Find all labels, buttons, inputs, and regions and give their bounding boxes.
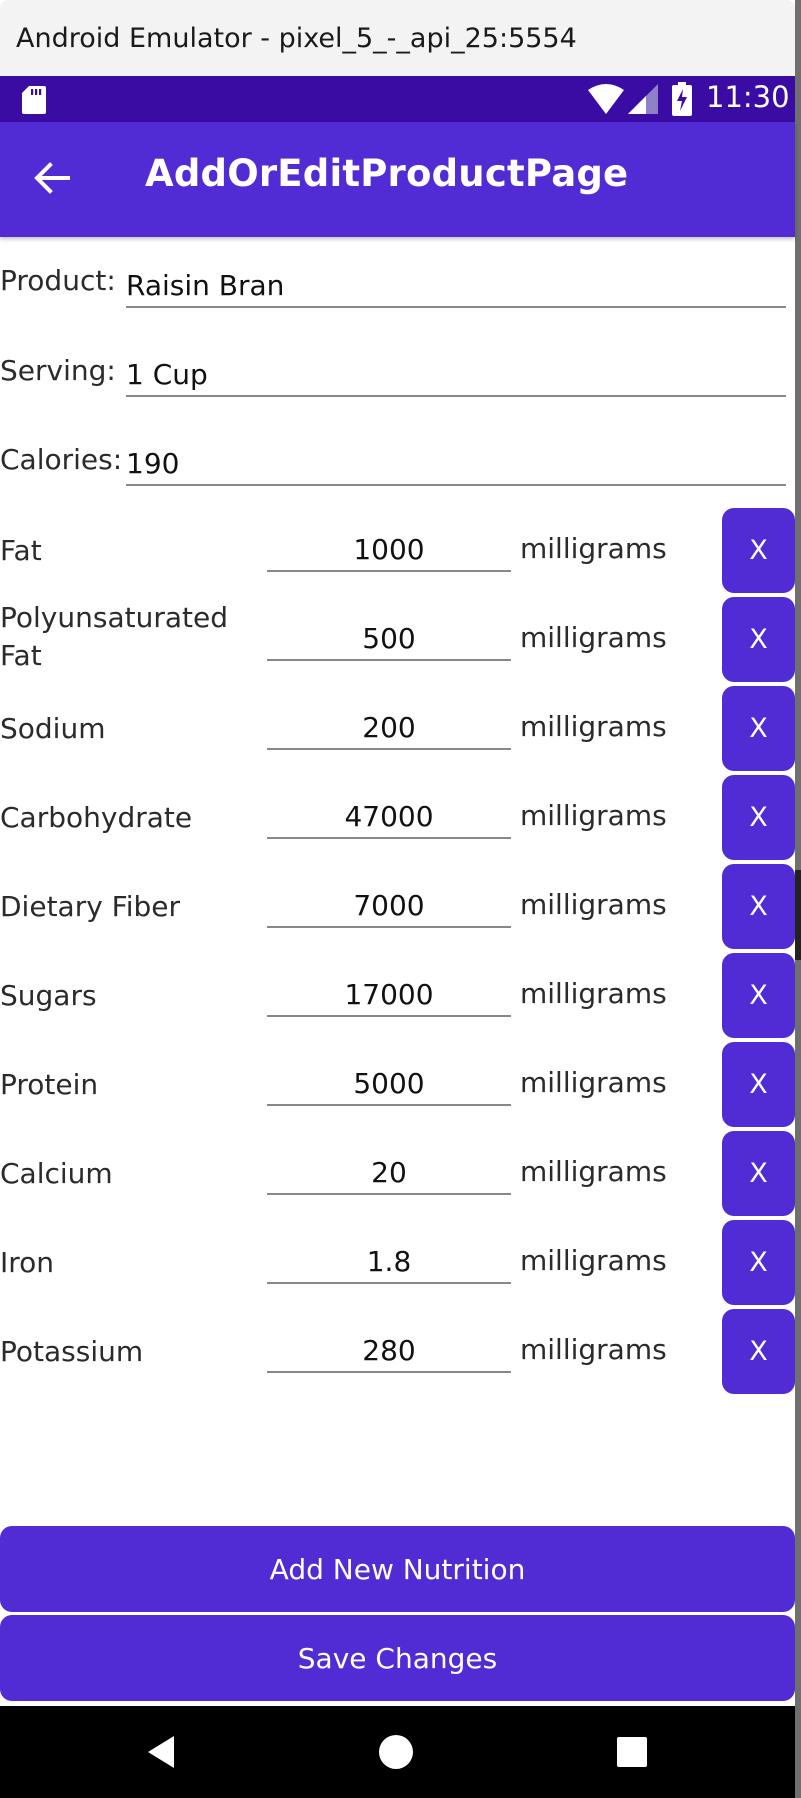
nutrition-value-input[interactable] xyxy=(267,528,511,572)
emulator-window-title: Android Emulator - pixel_5_-_api_25:5554 xyxy=(0,0,795,76)
nutrition-name: Dietary Fiber xyxy=(0,890,181,923)
nutrition-unit: milligrams xyxy=(520,710,667,743)
wifi-icon xyxy=(588,84,624,114)
nutrition-value-input[interactable] xyxy=(267,617,511,661)
nutrition-name: Sodium xyxy=(0,712,106,745)
remove-nutrition-button[interactable]: X xyxy=(722,1309,795,1394)
nutrition-value-input[interactable] xyxy=(267,795,511,839)
product-name-input[interactable] xyxy=(126,264,786,308)
nutrition-value-input[interactable] xyxy=(267,706,511,750)
nav-back-icon[interactable] xyxy=(140,1730,184,1774)
status-time: 11:30 xyxy=(706,80,790,114)
calories-label: Calories: xyxy=(0,443,123,476)
nutrition-unit: milligrams xyxy=(520,1333,667,1366)
nutrition-value-input[interactable] xyxy=(267,1062,511,1106)
nutrition-name: Carbohydrate xyxy=(0,801,193,834)
window-frame-edge xyxy=(795,0,801,1798)
nutrition-value-input[interactable] xyxy=(267,1240,511,1284)
nutrition-unit: milligrams xyxy=(520,1244,667,1277)
remove-nutrition-button[interactable]: X xyxy=(722,775,795,860)
page-title: AddOrEditProductPage xyxy=(145,152,629,195)
nav-home-icon[interactable] xyxy=(374,1730,418,1774)
nutrition-name: Polyunsaturated Fat xyxy=(0,601,228,672)
nutrition-name: Fat xyxy=(0,534,42,567)
nutrition-row: Protein milligrams X xyxy=(0,1040,795,1129)
nutrition-unit: milligrams xyxy=(520,532,667,565)
serving-input[interactable] xyxy=(126,353,786,397)
nutrition-value-input[interactable] xyxy=(267,1151,511,1195)
signal-icon xyxy=(628,84,658,114)
nutrition-row: Sodium milligrams X xyxy=(0,684,795,773)
remove-nutrition-button[interactable]: X xyxy=(722,1131,795,1216)
nutrition-row: Fat milligrams X xyxy=(0,506,795,595)
nutrition-value-input[interactable] xyxy=(267,973,511,1017)
back-arrow-icon[interactable] xyxy=(32,158,72,198)
remove-nutrition-button[interactable]: X xyxy=(722,508,795,593)
remove-nutrition-button[interactable]: X xyxy=(722,1220,795,1305)
save-changes-button[interactable]: Save Changes xyxy=(0,1615,795,1701)
nutrition-value-input[interactable] xyxy=(267,884,511,928)
nutrition-row: Calcium milligrams X xyxy=(0,1129,795,1218)
remove-nutrition-button[interactable]: X xyxy=(722,686,795,771)
app-bar: AddOrEditProductPage xyxy=(0,122,795,237)
remove-nutrition-button[interactable]: X xyxy=(722,953,795,1038)
status-bar: 11:30 xyxy=(0,76,795,122)
nutrition-row: Iron milligrams X xyxy=(0,1218,795,1307)
system-navigation-bar xyxy=(0,1706,795,1798)
nutrition-unit: milligrams xyxy=(520,1155,667,1188)
nutrition-unit: milligrams xyxy=(520,621,667,654)
nutrition-value-input[interactable] xyxy=(267,1329,511,1373)
product-label: Product: xyxy=(0,264,116,297)
nutrition-unit: milligrams xyxy=(520,977,667,1010)
nav-recents-icon[interactable] xyxy=(610,1730,654,1774)
nutrition-row: Potassium milligrams X xyxy=(0,1307,795,1396)
nutrition-name: Sugars xyxy=(0,979,97,1012)
nutrition-row: Polyunsaturated Fat milligrams X xyxy=(0,595,795,684)
add-new-nutrition-button[interactable]: Add New Nutrition xyxy=(0,1526,795,1612)
calories-input[interactable] xyxy=(126,442,786,486)
nutrition-unit: milligrams xyxy=(520,799,667,832)
nutrition-row: Dietary Fiber milligrams X xyxy=(0,862,795,951)
window-title-text: Android Emulator - pixel_5_-_api_25:5554 xyxy=(16,22,577,54)
nutrition-row: Carbohydrate milligrams X xyxy=(0,773,795,862)
sd-card-icon xyxy=(22,86,46,114)
serving-label: Serving: xyxy=(0,354,116,387)
remove-nutrition-button[interactable]: X xyxy=(722,1042,795,1127)
battery-charging-icon xyxy=(672,82,692,116)
nutrition-name: Calcium xyxy=(0,1157,113,1190)
remove-nutrition-button[interactable]: X xyxy=(722,864,795,949)
nutrition-name: Iron xyxy=(0,1246,55,1279)
remove-nutrition-button[interactable]: X xyxy=(722,597,795,682)
nutrition-name: Protein xyxy=(0,1068,99,1101)
nutrition-unit: milligrams xyxy=(520,888,667,921)
nutrition-row: Sugars milligrams X xyxy=(0,951,795,1040)
nutrition-name: Potassium xyxy=(0,1335,144,1368)
nutrition-unit: milligrams xyxy=(520,1066,667,1099)
